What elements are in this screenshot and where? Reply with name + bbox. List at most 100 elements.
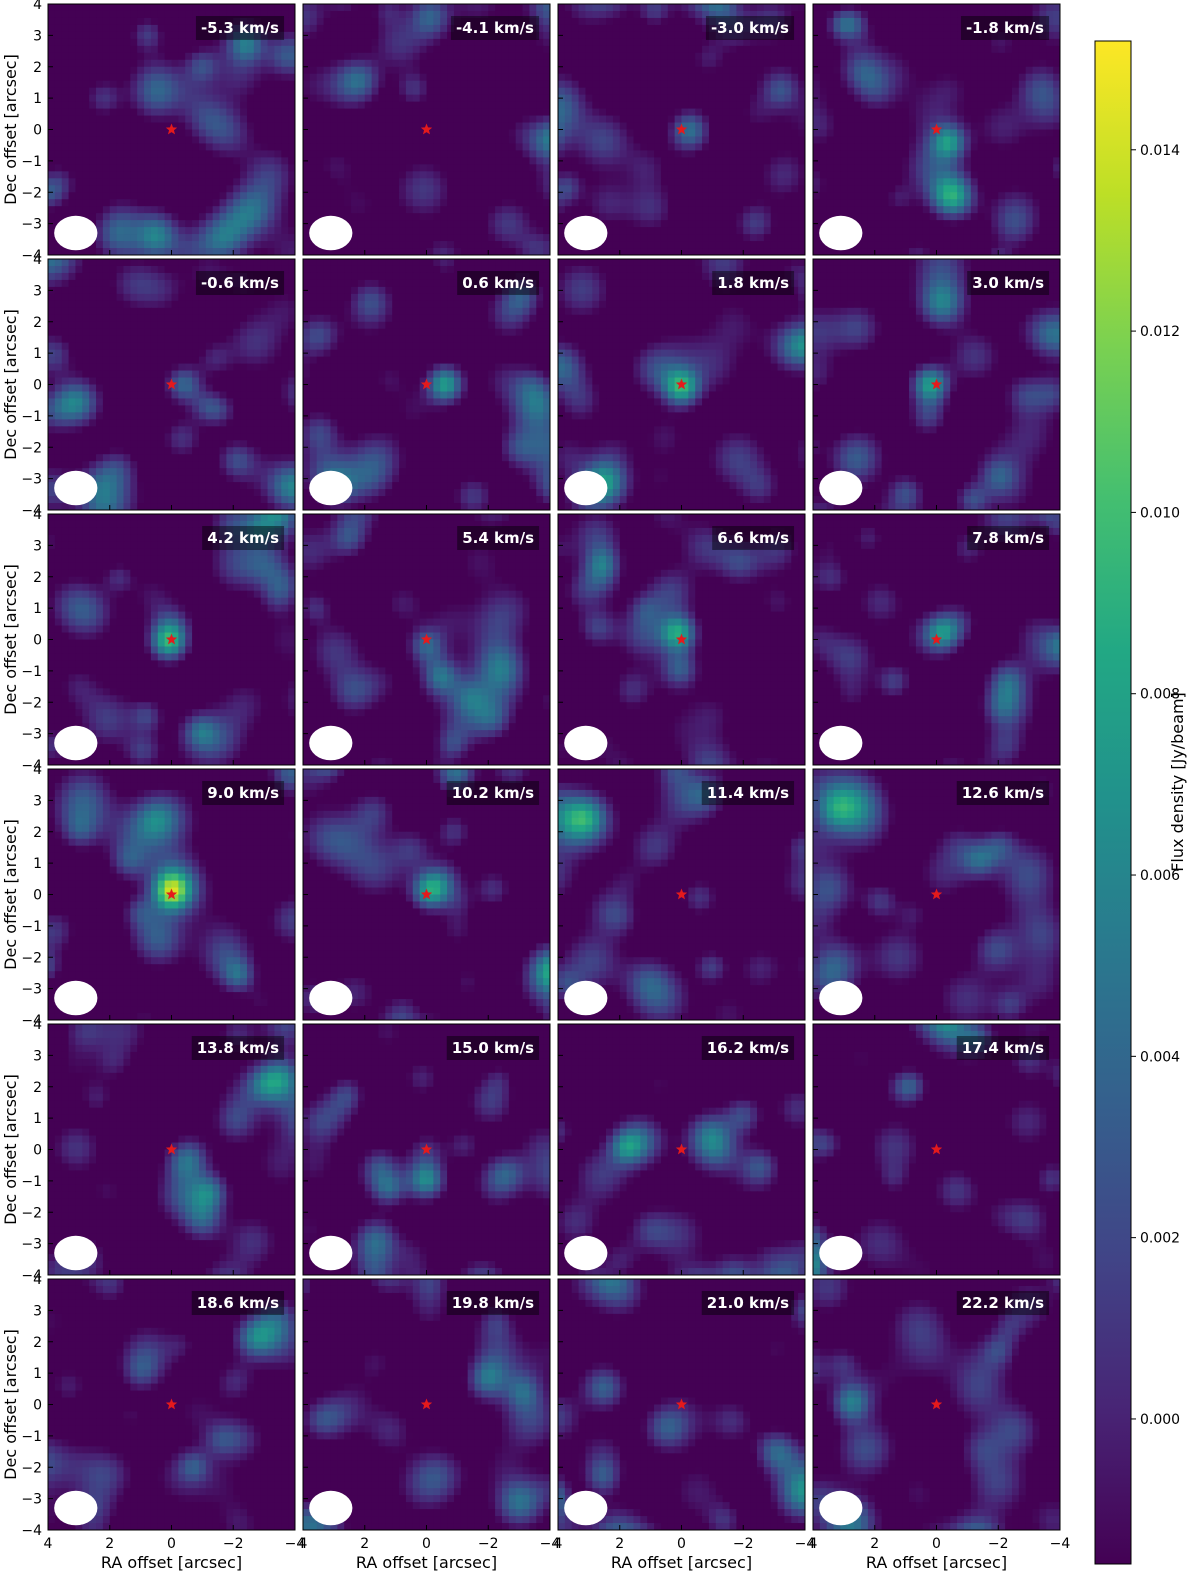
velocity-label-box xyxy=(202,781,285,805)
y-tick-label: −2 xyxy=(21,1460,42,1476)
velocity-label: 10.2 km/s xyxy=(452,784,534,802)
velocity-label: 9.0 km/s xyxy=(207,784,279,802)
colorbar-tick-label: 0.006 xyxy=(1140,868,1180,884)
flux-image xyxy=(813,769,1060,1020)
velocity-label-box xyxy=(956,1036,1050,1060)
x-tick-label: 2 xyxy=(360,1536,369,1552)
beam-ellipse xyxy=(54,215,98,251)
beam-ellipse xyxy=(564,725,608,761)
velocity-label-box xyxy=(446,1291,540,1315)
velocity-label: 18.6 km/s xyxy=(197,1294,279,1312)
velocity-label: 19.8 km/s xyxy=(452,1294,534,1312)
y-tick-label: −4 xyxy=(21,1013,42,1029)
source-star-marker xyxy=(675,123,688,135)
x-tick-label: 4 xyxy=(554,1536,563,1552)
source-star-marker xyxy=(165,1143,178,1155)
velocity-label-box xyxy=(457,271,540,295)
flux-image xyxy=(303,4,550,255)
y-tick-label: 2 xyxy=(33,1335,42,1351)
source-star-marker xyxy=(165,378,178,390)
channel-panel: 17.4 km/s xyxy=(812,1023,1061,1276)
x-tick-label: 2 xyxy=(870,1536,879,1552)
velocity-label: -3.0 km/s xyxy=(711,19,789,37)
y-tick-label: 1 xyxy=(33,601,42,617)
velocity-label-box xyxy=(956,1291,1050,1315)
velocity-label-box xyxy=(701,1036,795,1060)
y-tick-label: −2 xyxy=(21,1205,42,1221)
flux-image xyxy=(48,1279,295,1530)
y-tick-label: 2 xyxy=(33,1080,42,1096)
channel-panel: -3.0 km/s xyxy=(557,3,806,256)
x-tick-label: 2 xyxy=(105,1536,114,1552)
velocity-label-box xyxy=(960,16,1050,40)
x-tick-label: −4 xyxy=(540,1536,561,1552)
y-tick-label: −4 xyxy=(21,1523,42,1539)
beam-ellipse xyxy=(54,725,98,761)
y-axis-label: Dec offset [arcsec] xyxy=(1,309,20,460)
flux-image xyxy=(813,1279,1060,1530)
x-tick-label: 4 xyxy=(299,1536,308,1552)
colorbar-tick-label: 0.010 xyxy=(1140,505,1180,521)
beam-ellipse xyxy=(819,1490,863,1526)
beam-ellipse xyxy=(54,1490,98,1526)
x-tick-label: 4 xyxy=(44,1536,53,1552)
y-tick-label: 0 xyxy=(33,123,42,139)
beam-ellipse xyxy=(309,1235,353,1271)
y-tick-label: −3 xyxy=(21,217,42,233)
velocity-label-box xyxy=(701,781,795,805)
channel-panel: -1.8 km/s xyxy=(812,3,1061,256)
colorbar-gradient xyxy=(1094,40,1132,1565)
source-star-marker xyxy=(420,1143,433,1155)
flux-image xyxy=(558,1024,805,1275)
colorbar-tick-label: 0.000 xyxy=(1140,1412,1180,1428)
y-tick-label: 1 xyxy=(33,856,42,872)
x-tick-label: 0 xyxy=(677,1536,686,1552)
y-tick-label: 3 xyxy=(33,1303,42,1319)
velocity-label: 15.0 km/s xyxy=(452,1039,534,1057)
x-axis-label: RA offset [arcsec] xyxy=(611,1553,752,1572)
y-tick-label: −2 xyxy=(21,950,42,966)
y-tick-label: 0 xyxy=(33,378,42,394)
y-axis-label: Dec offset [arcsec] xyxy=(1,564,20,715)
y-tick-label: −3 xyxy=(21,727,42,743)
y-tick-label: 4 xyxy=(33,0,42,13)
channel-panel: 5.4 km/s xyxy=(302,513,551,766)
flux-image xyxy=(48,514,295,765)
velocity-label: 22.2 km/s xyxy=(962,1294,1044,1312)
x-axis-label: RA offset [arcsec] xyxy=(356,1553,497,1572)
velocity-label-box xyxy=(701,1291,795,1315)
channel-panel: 4.2 km/s 4 3 2 1 0 −1 −2 −3 −4 Dec offset [arcsec] xyxy=(1,507,296,774)
channel-panel: 10.2 km/s xyxy=(302,768,551,1021)
flux-image xyxy=(48,769,295,1020)
x-tick-label: 2 xyxy=(615,1536,624,1552)
velocity-label-box xyxy=(195,271,285,295)
beam-ellipse xyxy=(54,980,98,1016)
source-star-marker xyxy=(165,633,178,645)
source-star-marker xyxy=(165,123,178,135)
panels-layer: -5.3 km/s 4 3 2 1 0 −1 −2 −3 −4 Dec offset [arcsec… xyxy=(1,0,1070,1572)
y-tick-label: 1 xyxy=(33,91,42,107)
source-star-marker xyxy=(675,633,688,645)
y-tick-label: −2 xyxy=(21,695,42,711)
y-tick-label: 0 xyxy=(33,1143,42,1159)
y-tick-label: −2 xyxy=(21,440,42,456)
source-star-marker xyxy=(165,1398,178,1410)
y-tick-label: −4 xyxy=(21,1268,42,1284)
y-tick-label: 0 xyxy=(33,888,42,904)
beam-ellipse xyxy=(819,215,863,251)
beam-ellipse xyxy=(54,1235,98,1271)
channel-panel: 12.6 km/s xyxy=(812,768,1061,1021)
y-tick-label: 4 xyxy=(33,1272,42,1288)
velocity-label: 6.6 km/s xyxy=(717,529,789,547)
velocity-label: -5.3 km/s xyxy=(201,19,279,37)
y-tick-label: 4 xyxy=(33,252,42,268)
beam-ellipse xyxy=(309,980,353,1016)
colorbar-tick-label: 0.014 xyxy=(1140,143,1180,159)
source-star-marker xyxy=(930,1398,943,1410)
channel-panel: -4.1 km/s xyxy=(302,3,551,256)
y-axis-label: Dec offset [arcsec] xyxy=(1,819,20,970)
velocity-label: 1.8 km/s xyxy=(717,274,789,292)
velocity-label: -0.6 km/s xyxy=(201,274,279,292)
flux-image xyxy=(303,1024,550,1275)
